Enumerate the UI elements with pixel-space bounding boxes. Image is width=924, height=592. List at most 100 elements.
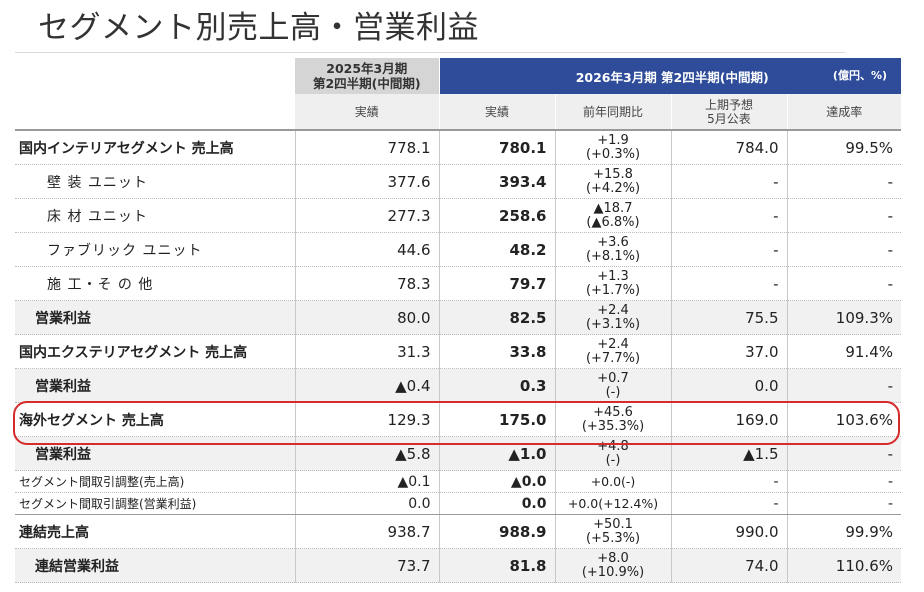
yoy-value: +15.8 (+4.2%)	[554, 164, 671, 199]
row-label: 営業利益	[15, 300, 295, 335]
title-divider	[15, 52, 845, 53]
yoy-diff: +0.7	[597, 370, 629, 386]
achievement-value: -	[786, 266, 901, 301]
cur-value: 48.2	[438, 232, 555, 267]
yoy-value: +0.0(+12.4%)	[554, 492, 671, 515]
row-label: 海外セグメント 売上高	[15, 402, 295, 437]
achievement-value: -	[786, 232, 901, 267]
prev-value: 78.3	[294, 266, 439, 301]
unit-label: (億円、%)	[832, 68, 887, 82]
forecast-value: -	[670, 266, 787, 301]
achievement-value: -	[786, 470, 901, 493]
forecast-value: -	[670, 470, 787, 493]
forecast-value: 37.0	[670, 334, 787, 369]
yoy-value: +4.8 (-)	[554, 436, 671, 471]
yoy-value: +8.0 (+10.9%)	[554, 548, 671, 583]
achievement-value: -	[786, 368, 901, 403]
row-label: 営業利益	[15, 368, 295, 403]
col-prev-actual: 実績	[295, 94, 439, 130]
yoy-pct: (+7.7%)	[585, 350, 641, 366]
achievement-value: -	[786, 436, 901, 471]
yoy-diff: +4.8	[597, 438, 629, 454]
prev-value: 0.0	[294, 492, 439, 515]
forecast-value: 74.0	[670, 548, 787, 583]
row-label: ファブリック ユニット	[15, 232, 295, 267]
row-label: 国内エクステリアセグメント 売上高	[15, 334, 295, 369]
yoy-diff: +2.4	[597, 302, 629, 318]
achievement-value: -	[786, 164, 901, 199]
cur-value: ▲0.0	[438, 470, 555, 493]
forecast-value: ▲1.5	[670, 436, 787, 471]
yoy-diff: ▲18.7	[593, 200, 633, 216]
achievement-value: 99.5%	[786, 129, 901, 165]
yoy-diff: +15.8	[593, 166, 633, 182]
table-row: 施 工・そ の 他 78.3 79.7 +1.3 (+1.7%) - -	[15, 266, 901, 301]
cur-value: 175.0	[438, 402, 555, 437]
yoy-pct: (+35.3%)	[581, 418, 645, 434]
col-yoy: 前年同期比	[554, 94, 671, 130]
header-blank-2	[15, 94, 295, 130]
yoy-diff: +50.1	[593, 516, 633, 532]
yoy-value: +0.7 (-)	[554, 368, 671, 403]
prev-value: 80.0	[294, 300, 439, 335]
table-row: 営業利益 80.0 82.5 +2.4 (+3.1%) 75.5 109.3%	[15, 300, 901, 335]
cur-value: 393.4	[438, 164, 555, 199]
achievement-value: 103.6%	[786, 402, 901, 437]
achievement-value: -	[786, 198, 901, 233]
prev-value: 31.3	[294, 334, 439, 369]
yoy-value: +1.9 (+0.3%)	[554, 129, 671, 165]
cur-value: ▲1.0	[438, 436, 555, 471]
page-title: セグメント別売上高・営業利益	[38, 10, 479, 46]
achievement-value: 99.9%	[786, 514, 901, 549]
yoy-pct: (+10.9%)	[581, 564, 645, 580]
row-label: 国内インテリアセグメント 売上高	[15, 129, 295, 165]
table-row: 海外セグメント 売上高 129.3 175.0 +45.6 (+35.3%) 16…	[15, 402, 901, 437]
row-label: 連結売上高	[15, 514, 295, 549]
prev-value: 129.3	[294, 402, 439, 437]
cur-value: 258.6	[438, 198, 555, 233]
yoy-pct: (+4.2%)	[585, 180, 641, 196]
prev-value: 73.7	[294, 548, 439, 583]
achievement-value: -	[786, 492, 901, 515]
prev-value: 938.7	[294, 514, 439, 549]
table-row: 営業利益 ▲5.8 ▲1.0 +4.8 (-) ▲1.5 -	[15, 436, 901, 471]
yoy-value: ▲18.7 (▲6.8%)	[554, 198, 671, 233]
yoy-diff: +3.6	[597, 234, 629, 250]
row-label: 壁 装 ユニット	[15, 164, 295, 199]
table-row: セグメント間取引調整(売上高) ▲0.1 ▲0.0 +0.0(-) - -	[15, 470, 901, 493]
yoy-value: +2.4 (+7.7%)	[554, 334, 671, 369]
prev-value: ▲0.1	[294, 470, 439, 493]
cur-value: 82.5	[438, 300, 555, 335]
cur-value: 0.3	[438, 368, 555, 403]
yoy-pct: (-)	[605, 384, 621, 400]
cur-value: 780.1	[438, 129, 555, 165]
header-blank	[15, 58, 295, 94]
yoy-pct: (+3.1%)	[585, 316, 641, 332]
yoy-pct: (-)	[605, 452, 621, 468]
prev-value: ▲0.4	[294, 368, 439, 403]
cur-value: 0.0	[438, 492, 555, 515]
table-row: 営業利益 ▲0.4 0.3 +0.7 (-) 0.0 -	[15, 368, 901, 403]
yoy-diff: +2.4	[597, 336, 629, 352]
prev-value: 778.1	[294, 129, 439, 165]
table-row: 床 材 ユニット 277.3 258.6 ▲18.7 (▲6.8%) - -	[15, 198, 901, 233]
col-forecast-line2: 5月公表	[707, 111, 751, 126]
yoy-pct: (+1.7%)	[585, 282, 641, 298]
cur-value: 33.8	[438, 334, 555, 369]
segment-table: 2025年3月期 第2四半期(中間期) 2026年3月期 第2四半期(中間期) …	[15, 58, 901, 583]
yoy-pct: (+8.1%)	[585, 248, 641, 264]
row-label: セグメント間取引調整(営業利益)	[15, 492, 295, 515]
yoy-value: +1.3 (+1.7%)	[554, 266, 671, 301]
forecast-value: -	[670, 198, 787, 233]
header-prev-period: 2025年3月期 第2四半期(中間期)	[295, 58, 440, 94]
prev-period-year: 2025年3月期	[326, 61, 408, 76]
col-forecast: 上期予想 5月公表	[670, 94, 787, 130]
header-cur-period: 2026年3月期 第2四半期(中間期) (億円、%)	[439, 58, 901, 94]
prev-value: 277.3	[294, 198, 439, 233]
cur-period-label: 2026年3月期 第2四半期(中間期)	[575, 69, 769, 85]
row-label: 床 材 ユニット	[15, 198, 295, 233]
yoy-diff: +45.6	[593, 404, 633, 420]
prev-value: 377.6	[294, 164, 439, 199]
table-row: 連結売上高 938.7 988.9 +50.1 (+5.3%) 990.0 99.…	[15, 514, 901, 549]
achievement-value: 109.3%	[786, 300, 901, 335]
